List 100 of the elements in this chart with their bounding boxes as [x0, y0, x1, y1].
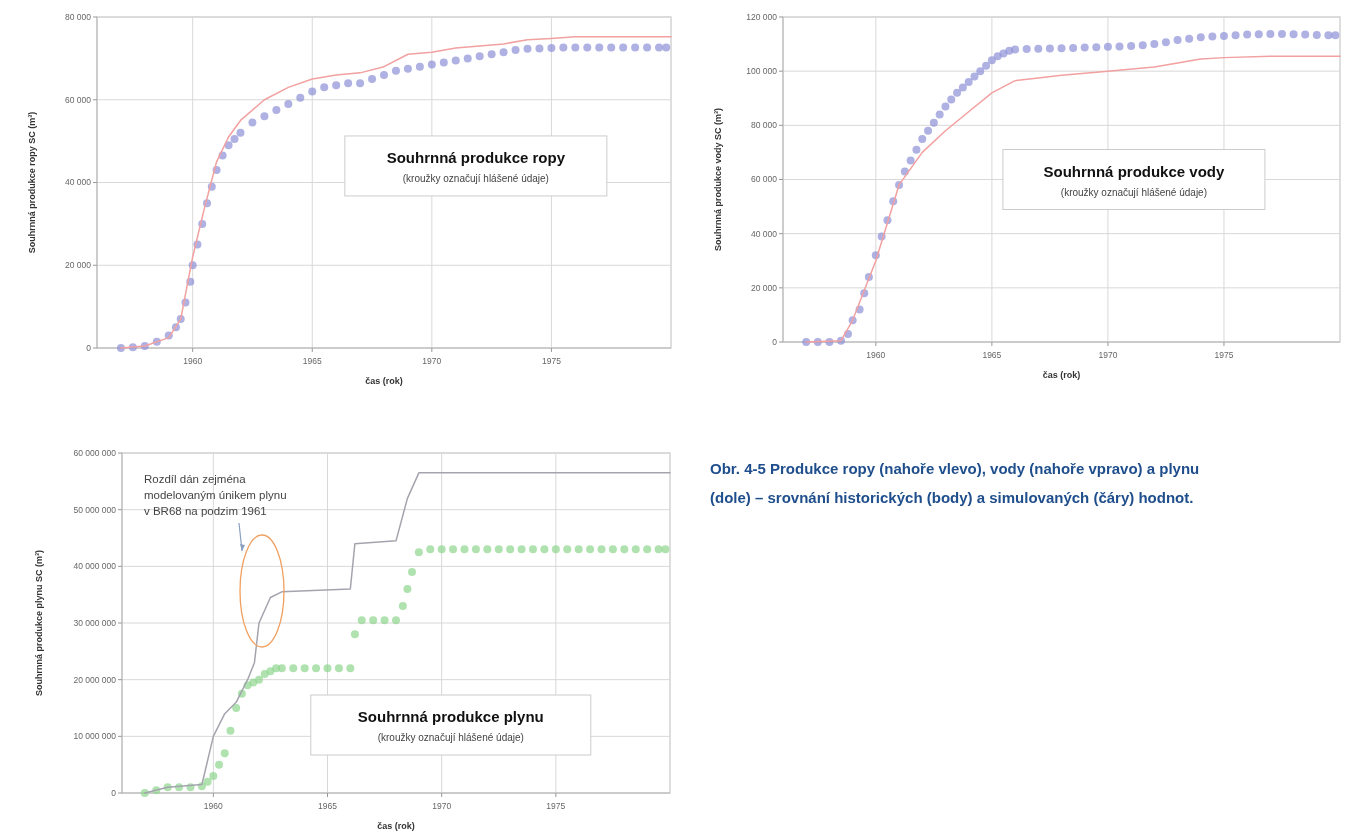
point: [332, 81, 341, 90]
point: [224, 141, 233, 150]
point: [437, 545, 446, 554]
x-axis-title: čas (rok): [1042, 370, 1081, 380]
point: [574, 545, 583, 554]
point: [357, 616, 366, 625]
point: [608, 545, 617, 554]
x-tick-label: 1975: [1214, 350, 1234, 360]
point: [415, 62, 424, 71]
point: [583, 43, 592, 52]
x-tick-label: 1975: [541, 356, 562, 366]
point: [407, 568, 416, 576]
point: [563, 545, 572, 554]
point: [403, 585, 412, 593]
point: [540, 545, 549, 554]
point: [312, 664, 321, 673]
text: (kroužky označují hlášené údaje): [377, 732, 524, 743]
point: [230, 135, 239, 144]
point: [475, 52, 484, 61]
point: [203, 777, 212, 786]
point: [296, 93, 305, 102]
x-tick-label: 1970: [432, 801, 452, 811]
point: [266, 667, 275, 676]
x-tick-label: 1970: [1098, 350, 1118, 360]
y-tick-label: 10 000 000: [73, 731, 117, 742]
point: [551, 545, 560, 554]
point: [523, 44, 532, 53]
text: Souhrnná produkce vody: [1043, 162, 1225, 180]
point: [597, 545, 606, 554]
text: Souhrnná produkce plynu: [357, 708, 544, 725]
y-tick-label: 120 000: [746, 11, 778, 22]
point: [236, 128, 245, 137]
y-tick-label: 80 000: [751, 120, 778, 131]
text: (kroužky označují hlášené údaje): [1060, 186, 1208, 198]
point: [427, 60, 436, 69]
point: [308, 87, 317, 96]
point: [547, 44, 556, 53]
point: [255, 675, 263, 684]
point: [414, 548, 423, 557]
point: [426, 545, 435, 554]
point: [344, 79, 353, 88]
point: [398, 602, 407, 610]
y-tick-label: 80 000: [65, 11, 92, 22]
point: [661, 545, 670, 554]
point: [451, 56, 460, 65]
point: [471, 545, 480, 554]
point: [631, 43, 640, 52]
point: [380, 70, 388, 79]
point: [369, 616, 378, 625]
point: [220, 749, 229, 758]
y-tick-label: 20 000 000: [73, 674, 117, 685]
x-tick-label: 1965: [302, 356, 322, 366]
point: [535, 44, 544, 53]
x-tick-label: 1960: [203, 801, 224, 811]
point: [499, 48, 508, 57]
point: [655, 43, 664, 52]
annotation: Rozdíl dán zejména modelovaným únikem plynu v BR68 na podzim 1961: [144, 473, 287, 517]
y-tick-label: 50 000 000: [73, 504, 117, 515]
point: [662, 43, 671, 52]
x-tick-label: 1970: [422, 356, 442, 366]
point: [595, 43, 604, 52]
y-tick-label: 40 000: [65, 177, 92, 188]
point: [289, 664, 298, 673]
point: [300, 664, 309, 673]
point: [494, 545, 503, 554]
point: [334, 664, 343, 673]
y-tick-label: 30 000 000: [73, 617, 117, 628]
y-axis-title: Souhrnná produkce plynu SC (m³): [34, 549, 44, 697]
x-tick-label: 1960: [183, 356, 203, 366]
point: [483, 545, 492, 554]
point: [350, 630, 359, 639]
point: [368, 75, 377, 84]
point: [511, 46, 520, 55]
point: [586, 545, 595, 554]
point: [643, 545, 652, 554]
point: [380, 616, 389, 625]
point: [487, 50, 496, 59]
point: [403, 64, 412, 73]
point: [391, 66, 400, 75]
y-tick-label: 40 000 000: [73, 561, 117, 572]
point: [248, 118, 257, 127]
x-axis-title: čas (rok): [377, 821, 415, 831]
x-tick-label: 1975: [546, 801, 566, 811]
y-tick-label: 20 000: [751, 282, 778, 293]
point: [559, 43, 568, 52]
point: [619, 43, 628, 52]
y-tick-label: 100 000: [746, 66, 778, 77]
point: [654, 545, 663, 554]
point: [517, 545, 526, 554]
text: Obr. 4-5 Produkce ropy (nahoře vlevo), vody (nahoře vpravo) a plynu (dole) – srovnání historických (body) a simulovaných (čáry) hodnot.: [710, 460, 1200, 506]
point: [631, 545, 640, 554]
x-tick-label: 1965: [982, 350, 1002, 360]
x-tick-label: 1965: [318, 801, 338, 811]
y-axis-title: Souhrnná produkce ropy SC (m³): [27, 111, 37, 254]
point: [232, 704, 241, 712]
y-tick-label: 60 000 000: [73, 447, 117, 458]
y-tick-label: 40 000: [751, 228, 778, 239]
x-axis-title: čas (rok): [365, 376, 403, 386]
point: [272, 106, 281, 115]
point: [463, 54, 472, 63]
